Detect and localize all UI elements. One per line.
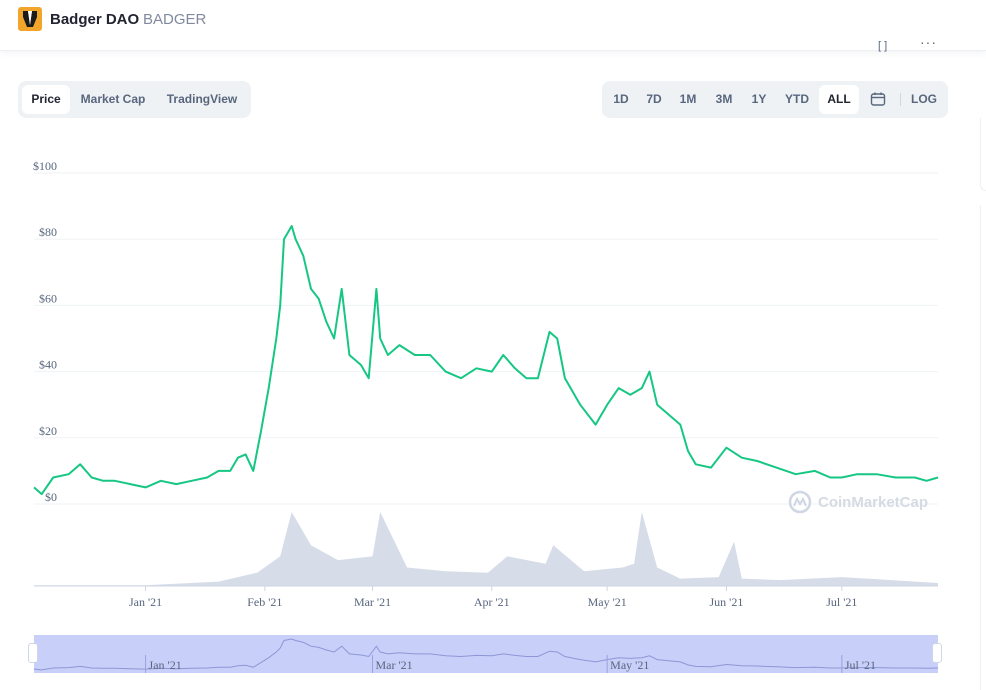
badger-logo-icon (18, 7, 42, 31)
y-tick-label: $100 (33, 159, 57, 173)
price-line (33, 225, 939, 496)
y-tick-label: $40 (39, 358, 57, 372)
tab-market-cap[interactable]: Market Cap (80, 92, 146, 106)
range-ytd-button[interactable]: YTD (785, 92, 809, 106)
range-1d-button[interactable]: 1D (613, 92, 629, 106)
chart-type-tabs: Price Market Cap TradingView (18, 81, 251, 118)
side-panel-edge-lower (980, 205, 986, 690)
x-tick-label: Jun '21 (710, 595, 744, 609)
x-tick-label: Jul '21 (826, 595, 857, 609)
y-tick-label: $60 (39, 291, 57, 305)
volume-bars (34, 512, 938, 587)
range-3m-button[interactable]: 3M (715, 92, 733, 106)
calendar-icon[interactable] (870, 91, 886, 107)
coinmarketcap-logo-mark (793, 496, 807, 507)
range-all-button[interactable]: ALL (819, 85, 859, 114)
range-divider (900, 93, 901, 106)
coin-symbol: BADGER (143, 11, 207, 28)
navigator-tick-label: Mar '21 (376, 658, 413, 672)
x-tick-label: Feb '21 (247, 595, 282, 609)
y-axis-labels: $0 $20 $40 $60 $80 $100 (33, 159, 57, 504)
more-icon[interactable]: ··· (920, 34, 937, 50)
price-line-group (33, 225, 939, 496)
fullscreen-icon[interactable]: [ ] (878, 40, 888, 52)
time-range-selector: 1D 7D 1M 3M 1Y YTD ALL LOG (602, 81, 948, 118)
grid-lines (34, 172, 938, 505)
watermark: CoinMarketCap (788, 490, 928, 514)
coinmarketcap-logo-icon (788, 490, 812, 514)
navigator-tick-label: Jan '21 (149, 658, 182, 672)
side-panel-edge (980, 118, 986, 191)
volume-area (34, 512, 938, 586)
x-tick-label: Apr '21 (474, 595, 510, 609)
x-tick-label: May '21 (588, 595, 627, 609)
y-tick-label: $0 (45, 490, 57, 504)
x-axis-labels: Jan '21 Feb '21 Mar '21 Apr '21 May '21 Jun '… (129, 586, 857, 609)
y-tick-label: $80 (39, 225, 57, 239)
watermark-text: CoinMarketCap (818, 494, 928, 511)
x-tick-label: Jan '21 (129, 595, 162, 609)
tab-price[interactable]: Price (22, 85, 70, 114)
coin-name: Badger DAO (50, 11, 140, 28)
navigator-tick-label: Jul '21 (845, 658, 876, 672)
range-1m-button[interactable]: 1M (679, 92, 697, 106)
range-1y-button[interactable]: 1Y (751, 92, 767, 106)
y-tick-label: $20 (39, 424, 57, 438)
navigator-right-handle[interactable] (932, 643, 942, 663)
navigator-selection (34, 635, 938, 673)
navigator: Jan '21 Mar '21 May '21 Jul '21 (33, 635, 939, 673)
tab-tradingview[interactable]: TradingView (166, 92, 238, 106)
log-toggle-button[interactable]: LOG (911, 92, 937, 106)
navigator-line (33, 638, 939, 671)
range-7d-button[interactable]: 7D (646, 92, 662, 106)
x-tick-label: Mar '21 (354, 595, 391, 609)
navigator-tick-label: May '21 (610, 658, 649, 672)
navigator-left-handle[interactable] (28, 643, 38, 663)
top-bar: Badger DAO BADGER [ ] ··· (0, 0, 986, 52)
